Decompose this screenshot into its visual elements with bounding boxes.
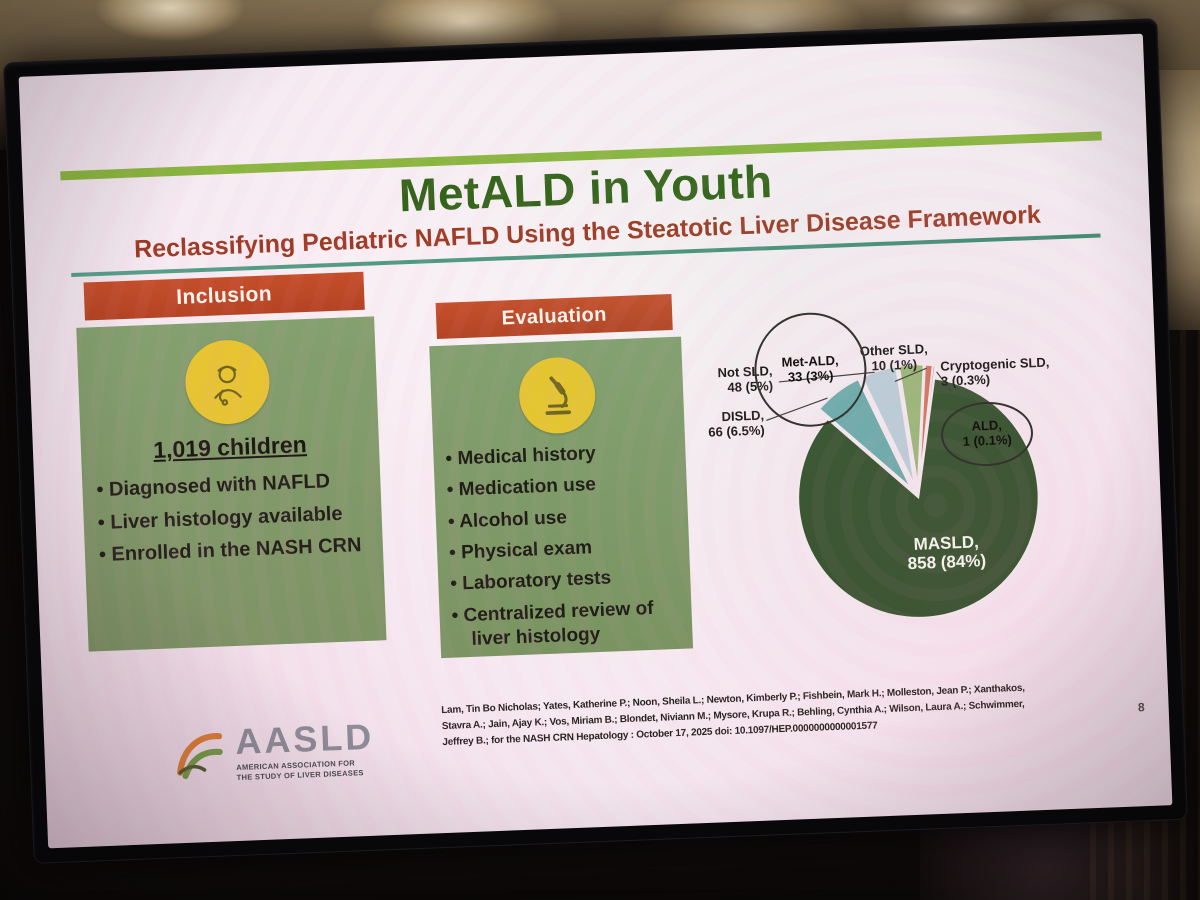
- bullet-item: Laboratory tests: [450, 564, 679, 597]
- clinician-icon: [183, 338, 272, 426]
- inclusion-body: 1,019 children Diagnosed with NAFLD Live…: [76, 316, 387, 652]
- pie-slice-met-ald: [898, 363, 925, 485]
- evaluation-box: Evaluation Medical history Medica: [428, 293, 694, 659]
- inclusion-header: Inclusion: [83, 271, 365, 321]
- microscope-icon: [517, 356, 597, 435]
- aasld-logo-text: AASLD: [234, 715, 375, 763]
- pie-slice-masld: [797, 377, 1040, 619]
- aasld-logo-tagline: AMERICAN ASSOCIATION FOR THE STUDY OF LI…: [236, 758, 376, 783]
- bullet-item: Liver histology available: [97, 500, 368, 536]
- pie-slice-disld: [818, 378, 912, 488]
- inclusion-bullets: Diagnosed with NAFLD Liver histology ava…: [96, 468, 369, 569]
- bullet-item: Enrolled in the NASH CRN: [99, 533, 370, 569]
- sld-classification-pie-chart: DISLD, 66 (6.5%) Not SLD, 48 (5%) Met-AL…: [676, 294, 1163, 712]
- aasld-leaf-icon: [177, 733, 223, 780]
- inclusion-box: Inclusion 1,019 children Diagnosed: [75, 271, 387, 652]
- pie-label-met-ald: Met-ALD, 33 (3%): [781, 353, 839, 386]
- page-number: 8: [1137, 700, 1145, 715]
- bullet-item: Physical exam: [449, 533, 678, 566]
- cohort-count: 1,019 children: [152, 431, 308, 463]
- bullet-item: Diagnosed with NAFLD: [96, 468, 367, 504]
- evaluation-header: Evaluation: [435, 293, 674, 340]
- bullet-item: Centralized review of liver histology: [451, 595, 681, 652]
- bullet-item: Alcohol use: [448, 502, 677, 535]
- pie-label-line: 33 (3%): [787, 367, 834, 385]
- evaluation-body: Medical history Medication use Alcohol u…: [429, 336, 694, 659]
- pie-svg: [766, 363, 1040, 619]
- bullet-item: Medication use: [446, 470, 675, 503]
- bullet-item: Medical history: [445, 439, 674, 472]
- presentation-screen: MetALD in Youth Reclassifying Pediatric …: [3, 18, 1188, 864]
- pie-label-ald: ALD, 1 (0.1%): [962, 418, 1012, 449]
- aasld-logo: AASLD AMERICAN ASSOCIATION FOR THE STUDY…: [170, 715, 376, 785]
- pie-slice-not-sld: [861, 365, 916, 486]
- slide-footer: AASLD AMERICAN ASSOCIATION FOR THE STUDY…: [19, 34, 1145, 782]
- pie-label-cryptogenic-sld: Cryptogenic SLD, 3 (0.3%): [940, 355, 1071, 390]
- leader-lines: [766, 367, 952, 421]
- slide: MetALD in Youth Reclassifying Pediatric …: [18, 33, 1173, 849]
- aasld-logo-text-block: AASLD AMERICAN ASSOCIATION FOR THE STUDY…: [234, 715, 376, 783]
- pie-label-disld: DISLD, 66 (6.5%): [680, 408, 765, 442]
- evaluation-bullets: Medical history Medication use Alcohol u…: [445, 439, 681, 653]
- pie-label-line: 1 (0.1%): [962, 432, 1013, 449]
- pie-label-masld: MASLD, 858 (84%): [881, 531, 1012, 575]
